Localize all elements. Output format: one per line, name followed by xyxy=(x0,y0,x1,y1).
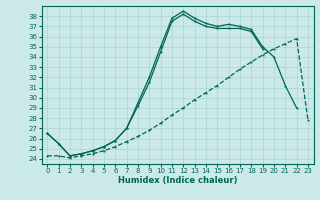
X-axis label: Humidex (Indice chaleur): Humidex (Indice chaleur) xyxy=(118,176,237,185)
